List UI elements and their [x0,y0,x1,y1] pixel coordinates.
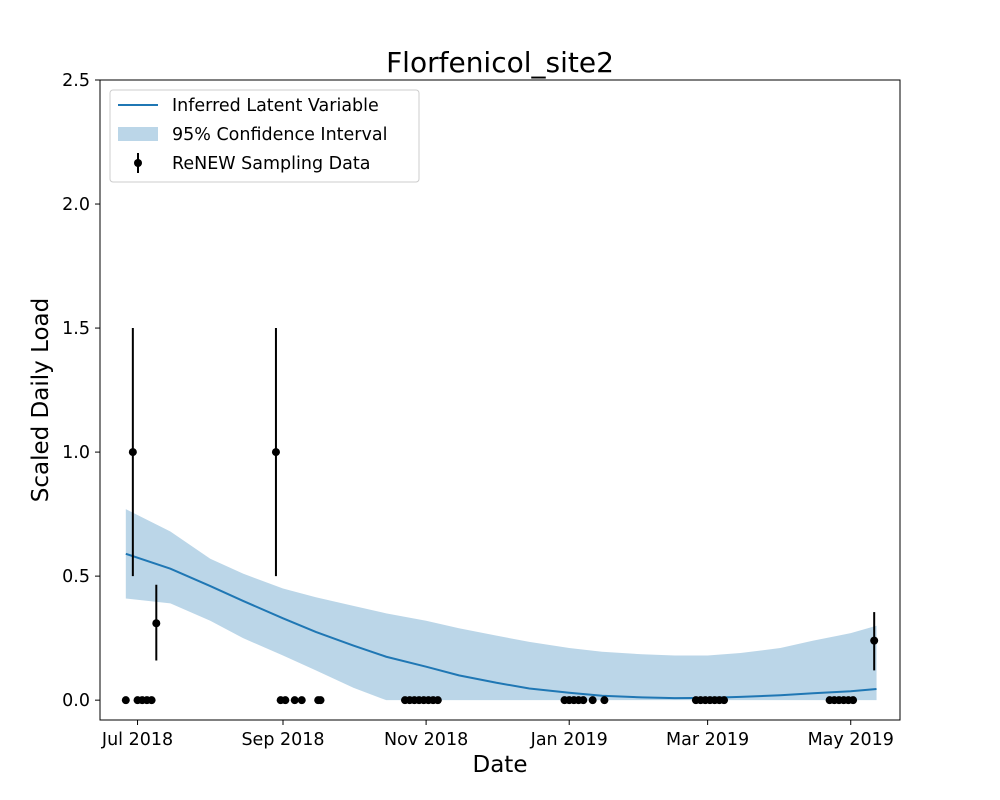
y-tick-label-5: 2.5 [62,71,90,91]
y-tick-label-2: 1.0 [62,443,90,463]
x-axis-ticks: Jul 2018 Sep 2018 Nov 2018 Jan 2019 Mar 2019… [101,720,894,750]
y-tick-label-3: 1.5 [62,319,90,339]
x-tick-label-5: May 2019 [808,730,894,750]
data-point-9 [281,696,290,705]
x-axis-label: Date [473,752,528,778]
x-tick-label-2: Nov 2018 [384,730,468,750]
data-point-0 [121,696,130,705]
plot-area [121,328,879,705]
y-tick-label-0: 0.0 [62,691,90,711]
data-point-27 [588,696,597,705]
data-point-21 [433,696,442,705]
x-tick-label-4: Mar 2019 [666,730,749,750]
legend-box [109,89,420,183]
data-point-11 [297,696,306,705]
legend-label-sampling: ReNEW Sampling Data [172,154,370,174]
data-point-26 [579,696,588,705]
legend-band-swatch [118,127,158,141]
confidence-band [125,509,877,701]
data-point-1 [128,448,137,457]
x-tick-label-0: Jul 2018 [101,730,173,750]
plot-frame [99,79,901,721]
data-point-7 [271,448,280,457]
y-tick-label-4: 2.0 [62,195,90,215]
legend-point-swatch [134,159,142,167]
data-point-10 [290,696,299,705]
data-point-6 [152,619,161,628]
y-axis-ticks: 0.0 0.5 1.0 1.5 2.0 2.5 [62,71,100,711]
x-tick-label-3: Jan 2019 [530,730,608,750]
legend: Inferred Latent Variable 95% Confidence … [109,89,420,183]
data-point-13 [316,696,325,705]
y-axis-label: Scaled Daily Load [28,298,54,502]
data-point-35 [720,696,729,705]
legend-label-latent: Inferred Latent Variable [172,96,379,116]
latent-variable-line [125,552,877,700]
data-point-5 [147,696,156,705]
chart-title: Florfenicol_site2 [386,46,614,79]
x-tick-label-1: Sep 2018 [241,730,324,750]
data-point-28 [600,696,609,705]
legend-label-interval: 95% Confidence Interval [172,125,387,145]
y-tick-label-1: 0.5 [62,567,90,587]
data-point-41 [849,696,858,705]
data-point-42 [870,636,879,645]
